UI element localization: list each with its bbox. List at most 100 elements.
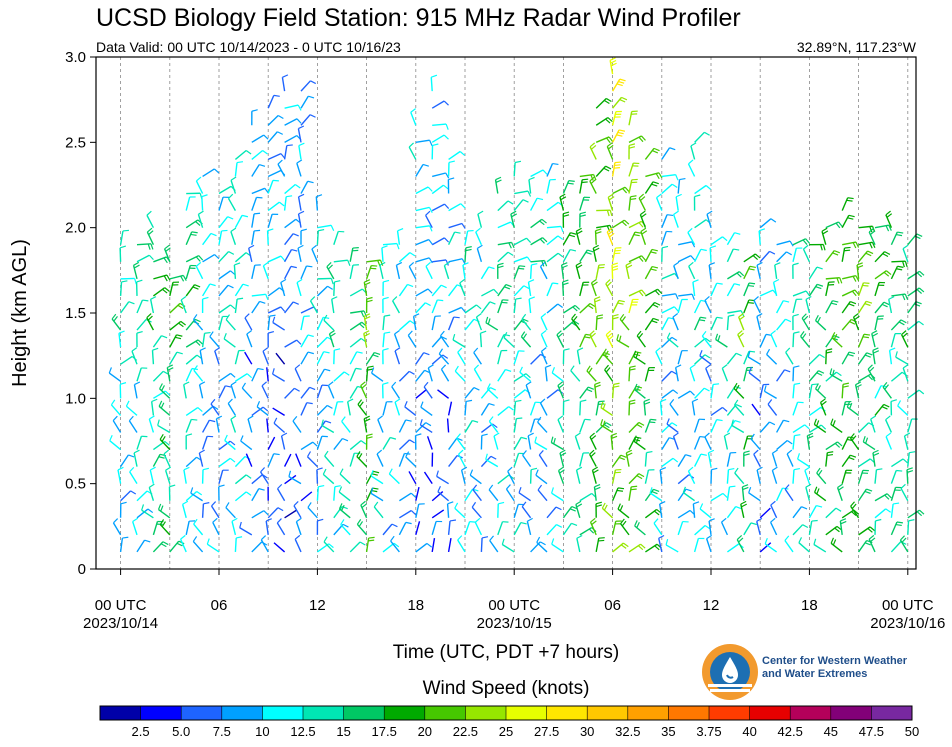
barb-staff (248, 247, 253, 262)
wind-barb (399, 492, 417, 502)
barb-feather (897, 400, 902, 407)
barb-staff (628, 486, 632, 501)
barb-staff (899, 539, 909, 553)
wind-barb (836, 483, 844, 501)
barb-feather (195, 221, 201, 226)
wind-barb (398, 320, 416, 331)
barb-staff (628, 401, 631, 416)
barb-staff (759, 421, 771, 433)
wind-barb (210, 398, 220, 416)
barb-feather (225, 385, 232, 388)
barb-staff (349, 265, 354, 280)
barb-staff (539, 266, 548, 280)
wind-barb (382, 242, 400, 250)
barb-staff (601, 507, 614, 519)
barb-staff (497, 299, 504, 314)
barb-feather (459, 151, 466, 156)
barb-staff (215, 418, 220, 433)
barb-feather (381, 245, 388, 249)
barb-staff (589, 334, 597, 348)
barb-feather (692, 398, 699, 403)
wind-barb (394, 347, 401, 365)
barb-feather (630, 197, 637, 201)
barb-feather (700, 248, 707, 252)
wind-barb (394, 398, 401, 416)
barb-staff (118, 333, 122, 348)
wind-barb (363, 279, 371, 297)
barb-staff (576, 538, 581, 553)
barb-staff (240, 440, 253, 451)
barb-feather (886, 213, 893, 218)
barb-feather (339, 468, 344, 475)
wind-barb (771, 466, 778, 484)
barb-staff (734, 472, 745, 485)
wind-barb (333, 280, 341, 296)
wind-barb (825, 281, 835, 297)
barb-staff (497, 251, 509, 263)
barb-staff (611, 521, 617, 536)
barb-feather (176, 542, 183, 547)
wind-barb (379, 261, 386, 280)
barb-staff (169, 320, 182, 331)
wind-barb (513, 160, 522, 177)
barb-staff (802, 248, 811, 263)
barb-staff (513, 373, 527, 382)
barb-feather (477, 210, 484, 215)
barb-feather (735, 403, 742, 408)
barb-staff (694, 525, 706, 536)
barb-feather (666, 418, 670, 425)
barb-feather (230, 372, 236, 378)
wind-barb (644, 301, 661, 314)
wind-barb (609, 57, 617, 75)
barb-staff (152, 335, 163, 348)
barb-feather (581, 181, 588, 184)
barb-staff (251, 230, 255, 245)
barb-feather (872, 347, 879, 351)
barb-feather (347, 259, 351, 266)
barb-staff (251, 187, 266, 195)
barb-staff (192, 318, 204, 331)
barb-feather (150, 296, 157, 300)
wind-barb (431, 538, 436, 553)
barb-staff (456, 437, 466, 450)
barb-staff (294, 368, 302, 382)
barb-feather (443, 237, 450, 243)
barb-feather (817, 283, 824, 287)
barb-feather (364, 281, 371, 286)
barb-feather (763, 385, 767, 392)
wind-barb (432, 172, 450, 179)
barb-feather (675, 174, 679, 181)
barb-feather (330, 278, 334, 285)
barb-staff (415, 369, 426, 382)
barb-feather (557, 303, 564, 308)
barb-feather (198, 210, 204, 215)
barb-feather (900, 319, 907, 324)
wind-barb (759, 542, 772, 553)
wind-barb (677, 298, 688, 314)
barb-feather (497, 265, 504, 269)
wind-barb (431, 491, 444, 502)
barb-staff (136, 254, 150, 263)
barb-feather (576, 230, 583, 235)
barb-staff (544, 367, 548, 382)
barb-feather (338, 503, 343, 510)
barb-feather (202, 296, 209, 300)
barb-staff (705, 368, 712, 382)
barb-feather (563, 214, 570, 218)
barb-staff (185, 339, 199, 348)
barb-staff (408, 146, 417, 160)
wind-barb (157, 503, 171, 519)
barb-staff (185, 284, 196, 297)
barb-staff (251, 368, 259, 382)
barb-feather (869, 242, 873, 249)
barb-staff (774, 264, 778, 279)
barb-staff (316, 351, 325, 365)
wind-barb (590, 278, 598, 297)
wind-barb (546, 303, 564, 314)
wind-barb (501, 538, 515, 553)
barb-feather (514, 160, 522, 164)
barb-staff (693, 436, 701, 450)
wind-barb (699, 503, 712, 519)
wind-barb (858, 422, 875, 433)
y-tick-label: 1.5 (65, 305, 86, 322)
